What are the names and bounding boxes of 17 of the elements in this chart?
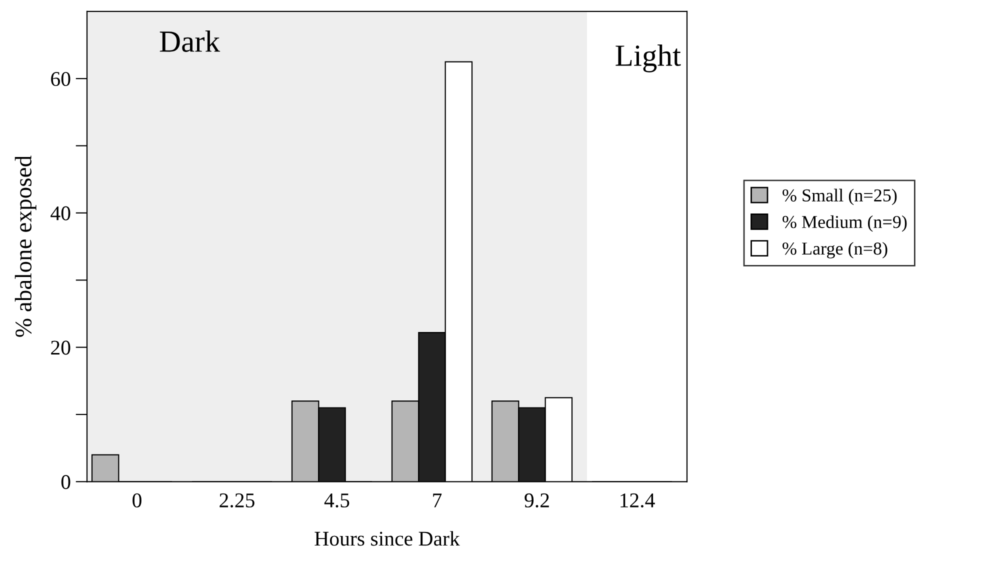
x-axis-title: Hours since Dark (314, 531, 460, 546)
annotation: Light (616, 44, 681, 72)
y-axis-title: % abalone exposed (14, 156, 36, 337)
x-tick-label: 0 (132, 493, 142, 508)
x-tick-label: 4.5 (324, 494, 350, 508)
legend-label: % Small (n=25) (782, 188, 897, 206)
y-tick-label: 0 (61, 475, 70, 490)
x-tick-label: 2.25 (220, 493, 254, 508)
y-tick-label: 60 (51, 72, 70, 86)
legend-label: % Large (n=8) (782, 242, 888, 258)
y-tick-label: 20 (51, 340, 70, 355)
x-tick-label: 7 (433, 494, 442, 508)
x-tick-label: 9.2 (524, 493, 549, 508)
y-tick-label: 40 (50, 206, 70, 220)
legend-label: % Medium (n=9) (782, 215, 907, 232)
annotation: Dark (160, 30, 220, 52)
x-tick-label: 12.4 (620, 493, 655, 508)
